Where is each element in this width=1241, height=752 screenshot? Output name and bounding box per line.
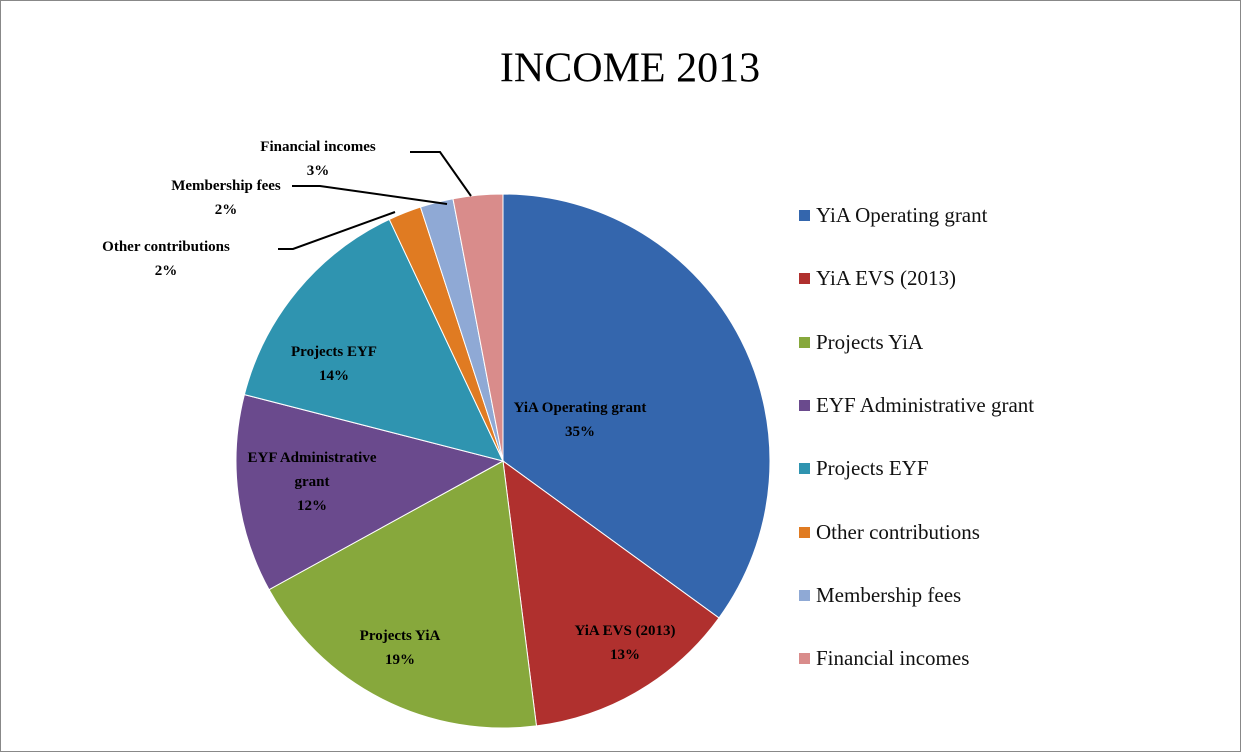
data-label-name: EYF Administrative grant [247,450,377,490]
data-label: Financial incomes 3% [218,135,418,183]
data-label: Other contributions 2% [56,235,276,283]
legend-entry: Membership fees [799,583,961,608]
legend-label: Projects YiA [816,329,924,354]
legend-entry: Financial incomes [799,646,969,671]
data-label-value: 2% [154,263,178,279]
data-label-name: YiA EVS (2013) [574,623,676,639]
data-label: YiA EVS (2013) 13% [525,619,725,667]
data-label-name: Other contributions [102,239,230,255]
data-label-value: 2% [214,202,238,218]
legend-swatch [799,273,810,285]
data-label-value: 35% [565,424,595,440]
legend-swatch [799,526,810,538]
data-label-value: 13% [610,647,640,663]
legend-swatch [799,399,810,411]
leader-line [292,185,448,205]
data-label-name: Financial incomes [260,139,376,155]
legend-swatch [799,336,810,348]
legend-label: Membership fees [816,582,962,607]
data-label-value: 19% [385,652,415,668]
legend-label: YiA EVS (2013) [816,266,957,291]
leader-line [278,211,396,250]
data-label: EYF Administrative grant 12% [232,446,392,518]
legend-entry: Other contributions [799,520,980,545]
legend-swatch [799,210,810,221]
chart-title: INCOME 2013 [500,46,760,92]
data-label: Membership fees 2% [126,174,326,222]
legend-label: EYF Administrative grant [816,392,1035,417]
data-label-name: Projects EYF [291,344,377,360]
legend-swatch [799,653,810,665]
pie-slice [243,218,504,462]
legend-swatch [799,589,810,601]
pie-slice [452,193,504,462]
legend-label: Financial incomes [816,646,970,671]
legend-label: Projects EYF [816,456,929,481]
legend-entry: Projects YiA [799,330,923,355]
legend-entry: YiA EVS (2013) [799,266,956,291]
pie-slice [268,460,538,729]
leader-line [410,151,472,197]
data-label-name: YiA Operating grant [513,400,647,416]
data-label: Projects YiA 19% [300,624,500,672]
data-label-name: Projects YiA [359,628,441,644]
legend-label: Other contributions [816,519,980,544]
pie-slice [235,393,505,591]
data-label-value: 3% [306,163,330,179]
legend-label: YiA Operating grant [816,203,988,227]
data-label-value: 14% [319,368,349,384]
legend-swatch [799,463,810,475]
legend-entry: Projects EYF [799,456,929,481]
pie-slice [502,193,771,619]
legend-entry: EYF Administrative grant [799,393,1034,418]
legend-entry: YiA Operating grant [799,203,987,228]
data-label-value: 12% [297,498,327,514]
data-label-name: Membership fees [171,178,281,194]
data-label: Projects EYF 14% [234,340,434,388]
data-label: YiA Operating grant 35% [480,396,680,444]
pie-slice [502,459,720,727]
